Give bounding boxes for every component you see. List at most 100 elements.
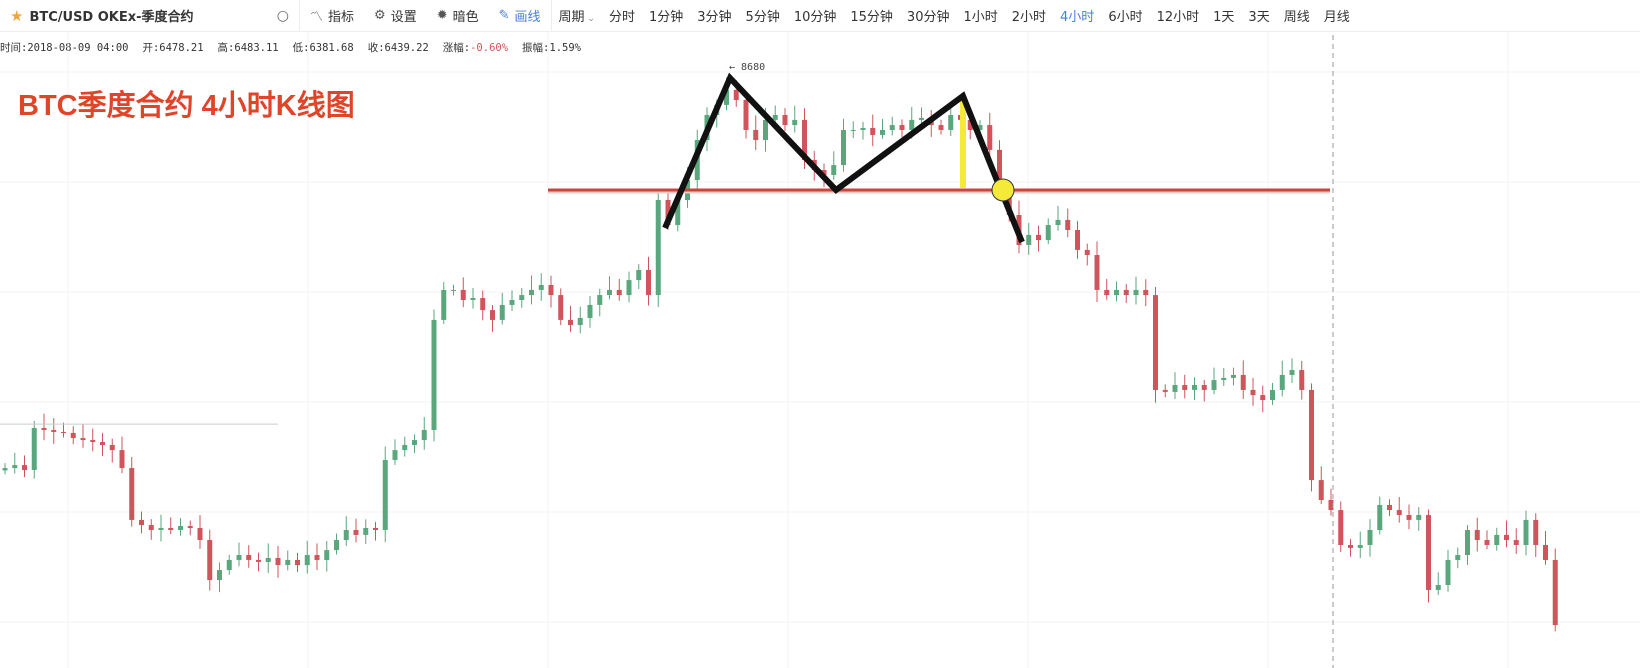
candle-up [421, 429, 427, 441]
pencil-icon: ✎ [498, 8, 510, 23]
candle-up [607, 289, 612, 296]
period-15[interactable]: 月线 [1323, 10, 1350, 25]
candle-down [1075, 229, 1080, 250]
candle-up [519, 295, 525, 300]
symbol-selector[interactable]: ★ BTC/USD OKEx-季度合约 ○ [0, 0, 300, 32]
candle-down [1504, 534, 1509, 541]
period-12[interactable]: 1天 [1213, 10, 1235, 25]
candle-up [178, 526, 183, 530]
candle-down [753, 129, 759, 141]
candle-down [139, 519, 144, 526]
candle-up [675, 200, 681, 226]
candle-down [1318, 480, 1324, 500]
candle-up [431, 319, 437, 430]
candle-up [392, 450, 398, 460]
candle-up [919, 117, 924, 120]
info-time: 时间:2018-08-09 04:00 [0, 42, 129, 54]
candle-down [1309, 389, 1314, 481]
candle-up [217, 570, 222, 581]
candle-down [197, 528, 203, 541]
candle-up [1045, 225, 1051, 241]
candle-down [460, 289, 466, 300]
search-icon[interactable]: ○ [276, 7, 289, 24]
candle-down [490, 310, 495, 320]
candle-down [548, 285, 554, 296]
dark-label: 暗色 [452, 10, 479, 25]
candle-down [987, 125, 993, 150]
period-dropdown[interactable]: 周期 ⌄ [552, 6, 602, 25]
candle-down [119, 450, 125, 469]
candle-down [997, 149, 1002, 196]
candle-down [129, 468, 135, 520]
candle-up [324, 550, 330, 560]
candle-down [109, 444, 115, 451]
candle-down [733, 89, 739, 100]
candle-up [1270, 389, 1275, 400]
period-7[interactable]: 1小时 [963, 10, 998, 25]
dark-mode-button[interactable]: ✹ 暗色 [427, 0, 489, 32]
candle-down [480, 298, 486, 311]
candle-down [568, 319, 573, 326]
candle-down [314, 555, 320, 560]
period-4[interactable]: 10分钟 [793, 10, 837, 25]
star-icon[interactable]: ★ [10, 6, 24, 25]
period-6[interactable]: 30分钟 [906, 10, 950, 25]
candle-down [938, 125, 944, 130]
candle-up [1465, 529, 1470, 556]
indicator-button[interactable]: 〽指标 [300, 0, 364, 32]
candle-up [470, 298, 476, 300]
info-high: 高:6483.11 [217, 42, 279, 54]
candle-down [1328, 500, 1334, 511]
candle-up [977, 125, 983, 130]
period-9[interactable]: 4小时 [1060, 10, 1095, 25]
candle-up [655, 200, 661, 296]
candle-down [100, 442, 105, 445]
period-list: 分时 1分钟 3分钟 5分钟 10分钟 15分钟 30分钟 1小时 2小时 4小时 6小时 12小时 1… [602, 6, 1357, 25]
candle-down [1484, 540, 1490, 545]
candle-down [646, 270, 651, 296]
candle-up [1367, 529, 1373, 545]
period-8[interactable]: 2小时 [1011, 10, 1047, 25]
candle-down [1543, 544, 1548, 560]
candle-down [967, 119, 973, 130]
candle-up [597, 295, 603, 305]
candlestick-chart[interactable] [0, 32, 1640, 668]
candle-down [1182, 385, 1188, 390]
divider [550, 0, 552, 32]
candle-up [285, 559, 291, 566]
candle-down [295, 559, 300, 566]
period-0[interactable]: 分时 [608, 10, 635, 25]
candle-down [1104, 289, 1110, 296]
candle-down [1426, 514, 1431, 590]
candle-down [870, 128, 876, 135]
period-1[interactable]: 1分钟 [648, 10, 684, 25]
draw-label: 画线 [514, 10, 541, 25]
settings-button[interactable]: ⚙ 设置 [364, 0, 427, 32]
period-3[interactable]: 5分钟 [745, 10, 780, 25]
candle-down [616, 289, 622, 296]
candle-up [1357, 544, 1363, 548]
period-11[interactable]: 12小时 [1156, 10, 1200, 25]
period-14[interactable]: 周线 [1283, 10, 1310, 25]
candle-down [1094, 255, 1100, 290]
candle-down [665, 200, 671, 226]
candle-up [1221, 377, 1227, 381]
candle-down [1084, 249, 1090, 256]
candle-up [831, 165, 837, 175]
candle-up [850, 129, 856, 131]
candle-down [1201, 385, 1207, 390]
candle-up [1133, 289, 1139, 296]
period-10[interactable]: 6小时 [1108, 10, 1143, 25]
candle-up [382, 459, 388, 530]
candle-up [909, 119, 915, 130]
candle-down [782, 114, 788, 126]
period-13[interactable]: 3天 [1248, 10, 1270, 25]
period-2[interactable]: 3分钟 [697, 10, 732, 25]
candle-up [334, 540, 339, 551]
candle-up [1377, 504, 1383, 530]
draw-button[interactable]: ✎ 画线 [489, 0, 551, 32]
candle-down [1396, 510, 1402, 515]
candle-up [363, 528, 369, 535]
period-5[interactable]: 15分钟 [850, 10, 893, 25]
candle-down [80, 438, 86, 441]
